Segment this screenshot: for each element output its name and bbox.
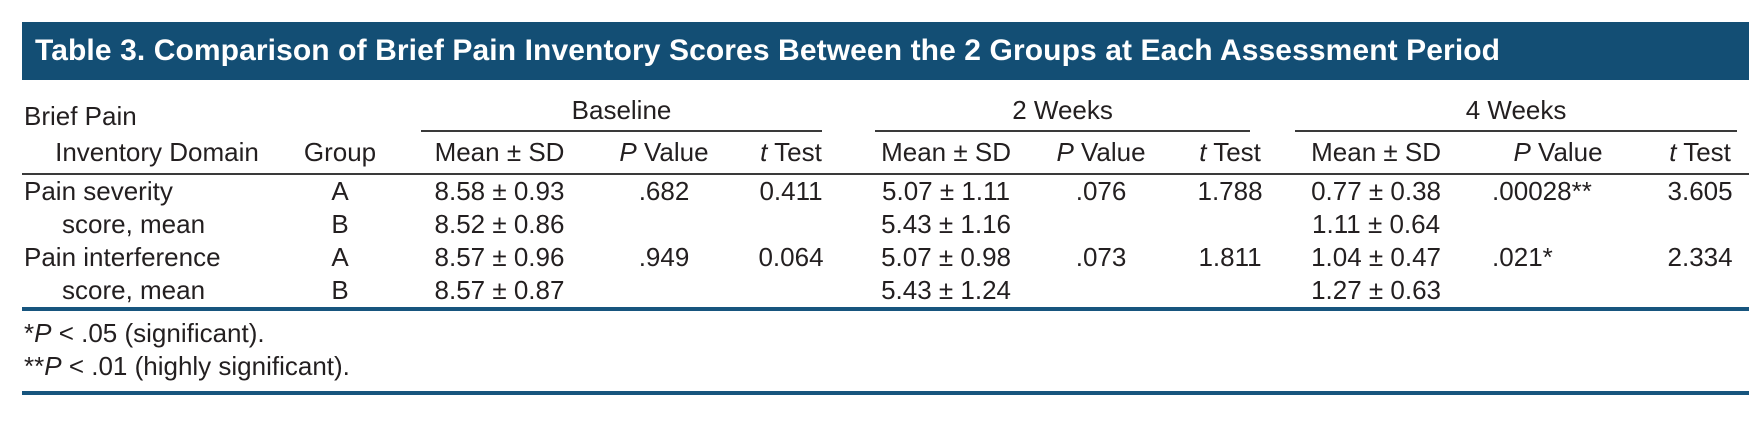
table-sheet: Table 3. Comparison of Brief Pain Invent… [22, 22, 1749, 395]
cell-2weeks-ttest: 1.811 [1198, 242, 1262, 272]
cell-domain: Pain severity [24, 176, 173, 206]
period-label-4weeks: 4 Weeks [1295, 95, 1738, 132]
cell-domain: score, mean [22, 274, 290, 311]
cell-4weeks-mean: 0.77 ± 0.38 [1311, 176, 1442, 206]
table-row: Pain interference A 8.57 ± 0.96 .949 0.0… [22, 241, 1749, 274]
table-title: Table 3. Comparison of Brief Pain Invent… [35, 34, 1501, 67]
table-row: Pain severity A 8.58 ± 0.93 .682 0.411 5… [22, 174, 1749, 208]
stub-header-line1: Brief Pain [24, 101, 137, 131]
col-header-group: Group [290, 132, 390, 175]
cell-2weeks-ttest: 1.788 [1197, 176, 1263, 206]
cell-baseline-pvalue [609, 208, 719, 241]
cell-4weeks-pvalue [1465, 274, 1652, 311]
group-header-spacer [290, 88, 390, 132]
stub-header-line2: Inventory Domain [22, 132, 290, 175]
col-header-4weeks-ttest: t Test [1651, 132, 1749, 175]
cell-group: A [331, 176, 349, 206]
period-header-4weeks: 4 Weeks [1287, 88, 1749, 132]
cell-4weeks-pvalue [1465, 208, 1651, 241]
header-row-periods: Brief Pain Baseline 2 Weeks 4 Weeks [22, 88, 1749, 132]
col-header-4weeks-pvalue: P Value [1465, 132, 1652, 175]
col-header-baseline-ttest: t Test [719, 132, 864, 175]
cell-4weeks-mean: 1.04 ± 0.47 [1311, 242, 1442, 272]
period-label-2weeks: 2 Weeks [875, 95, 1251, 132]
cell-baseline-ttest: 0.411 [759, 176, 823, 206]
period-header-2weeks: 2 Weeks [863, 88, 1287, 132]
cell-domain: score, mean [62, 209, 206, 239]
cell-baseline-ttest [719, 274, 864, 311]
cell-baseline-pvalue: .949 [638, 242, 690, 272]
col-header-2weeks-ttest: t Test [1173, 132, 1288, 175]
cell-2weeks-mean: 5.07 ± 1.11 [882, 176, 1011, 206]
cell-baseline-mean: 8.57 ± 0.87 [390, 274, 609, 311]
cell-4weeks-ttest: 2.334 [1667, 242, 1733, 272]
cell-baseline-mean: 8.57 ± 0.96 [434, 242, 565, 272]
col-header-2weeks-mean: Mean ± SD [863, 132, 1030, 175]
header-row-columns: Inventory Domain Group Mean ± SD P Value… [22, 132, 1749, 175]
cell-baseline-mean: 8.58 ± 0.93 [434, 176, 565, 206]
footnotes-block: *P < .05 (significant). **P < .01 (highl… [22, 311, 1749, 395]
period-label-baseline: Baseline [421, 95, 823, 132]
table-title-bar: Table 3. Comparison of Brief Pain Invent… [22, 22, 1749, 80]
cell-4weeks-pvalue: .021* [1492, 242, 1553, 272]
cell-group: B [290, 274, 390, 311]
cell-4weeks-mean: 1.27 ± 0.63 [1287, 274, 1466, 311]
col-header-2weeks-pvalue: P Value [1029, 132, 1174, 175]
table-row: score, mean B 8.52 ± 0.86 5.43 ± 1.16 1.… [22, 208, 1749, 241]
cell-4weeks-ttest: 3.605 [1667, 176, 1733, 206]
bpi-comparison-table: Brief Pain Baseline 2 Weeks 4 Weeks Inve… [22, 88, 1749, 311]
col-header-baseline-mean: Mean ± SD [390, 132, 609, 175]
cell-4weeks-ttest [1651, 208, 1749, 241]
cell-2weeks-mean: 5.43 ± 1.24 [863, 274, 1030, 311]
cell-baseline-pvalue: .682 [638, 176, 690, 206]
cell-2weeks-pvalue [1029, 274, 1174, 311]
cell-4weeks-ttest [1651, 274, 1749, 311]
cell-2weeks-ttest [1173, 208, 1287, 241]
cell-2weeks-mean: 5.07 ± 0.98 [881, 242, 1011, 272]
cell-4weeks-mean: 1.11 ± 0.64 [1312, 209, 1441, 239]
cell-baseline-ttest: 0.064 [758, 242, 824, 272]
cell-group: B [331, 209, 349, 239]
cell-domain: Pain interference [24, 242, 221, 272]
cell-group: A [331, 242, 349, 272]
footnote: **P < .01 (highly significant). [24, 351, 350, 381]
cell-baseline-ttest [719, 208, 863, 241]
cell-4weeks-pvalue: .00028** [1492, 176, 1592, 206]
col-header-4weeks-mean: Mean ± SD [1287, 132, 1466, 175]
cell-2weeks-mean: 5.43 ± 1.16 [881, 209, 1011, 239]
col-header-baseline-pvalue: P Value [609, 132, 719, 175]
footnote: *P < .05 (significant). [24, 318, 265, 348]
period-header-baseline: Baseline [390, 88, 863, 132]
cell-2weeks-pvalue [1029, 208, 1173, 241]
cell-2weeks-pvalue: .073 [1075, 242, 1127, 272]
cell-baseline-mean: 8.52 ± 0.86 [434, 209, 565, 239]
cell-2weeks-pvalue: .076 [1075, 176, 1127, 206]
cell-2weeks-ttest [1173, 274, 1288, 311]
cell-baseline-pvalue [609, 274, 719, 311]
table-row: score, mean B 8.57 ± 0.87 5.43 ± 1.24 1.… [22, 274, 1749, 311]
